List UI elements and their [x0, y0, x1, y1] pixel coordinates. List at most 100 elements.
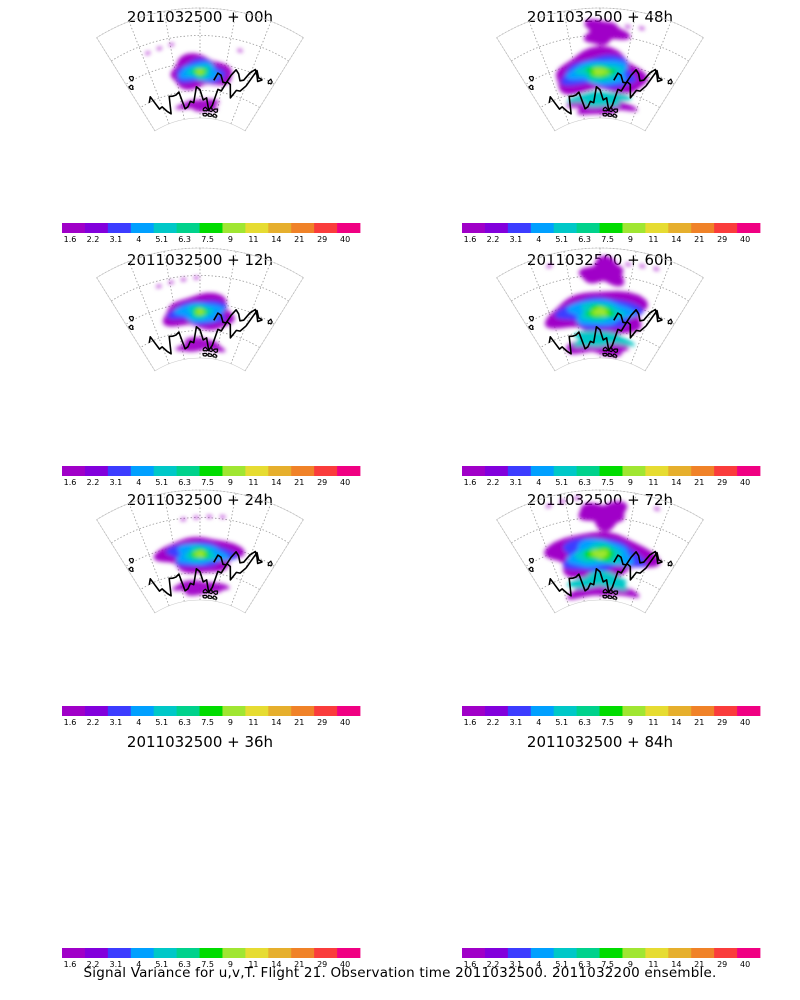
colorbar-swatch	[153, 223, 178, 233]
colorbar-swatch	[737, 948, 761, 958]
map-frame	[496, 7, 704, 132]
colorbar-swatch	[462, 948, 486, 958]
colorbar-label: 4	[136, 960, 141, 969]
colorbar-swatch	[245, 706, 269, 716]
colorbar-label: 11	[248, 718, 258, 727]
colorbar-swatch	[530, 223, 555, 233]
colorbar-swatch	[507, 706, 532, 716]
colorbar-label: 21	[694, 960, 704, 969]
colorbar: 1.6 2.2 3.1 4 5.1 6.3 7.5 9 11 14 21 29 40	[62, 706, 361, 727]
coastlines	[528, 308, 673, 358]
colorbar-label: 11	[248, 235, 258, 244]
coastlines	[128, 550, 273, 600]
colorbar-label: 3.1	[510, 718, 523, 727]
colorbar-label: 14	[271, 235, 281, 244]
colorbar-label: 40	[740, 235, 750, 244]
variance-contour	[180, 517, 187, 521]
variance-contour	[559, 500, 566, 504]
colorbar-label: 9	[628, 718, 633, 727]
colorbar-swatch	[314, 223, 338, 233]
coastlines	[528, 550, 673, 600]
colorbar-swatch	[622, 948, 646, 958]
colorbar-swatch	[84, 706, 109, 716]
colorbar-label: 11	[248, 960, 258, 969]
colorbar-swatch	[462, 466, 486, 476]
colorbar-swatch	[530, 466, 555, 476]
colorbar-swatch	[622, 223, 646, 233]
colorbar-label: 1.6	[64, 960, 77, 969]
panel-title: 2011032500 + 00h	[127, 8, 273, 26]
colorbar-label: 21	[294, 718, 304, 727]
colorbar-swatch	[245, 223, 269, 233]
colorbar-swatch	[599, 948, 623, 958]
variance-contour	[578, 255, 625, 287]
colorbar: 1.6 2.2 3.1 4 5.1 6.3 7.5 9 11 14 21 29 40	[462, 948, 761, 969]
colorbar-swatch	[107, 223, 132, 233]
colorbar-swatch	[462, 223, 486, 233]
colorbar-swatch	[691, 706, 715, 716]
colorbar-swatch	[576, 466, 600, 476]
colorbar-swatch	[245, 948, 269, 958]
colorbar-label: 3.1	[110, 235, 123, 244]
colorbar-swatch	[645, 466, 669, 476]
colorbar-swatch	[691, 223, 715, 233]
colorbar-label: 7.5	[601, 960, 614, 969]
colorbar-swatch	[668, 223, 692, 233]
colorbar-swatch	[62, 948, 86, 958]
colorbar: 1.6 2.2 3.1 4 5.1 6.3 7.5 9 11 14 21 29 40	[462, 706, 761, 727]
colorbar-label: 6.3	[178, 718, 191, 727]
colorbar-label: 5.1	[155, 235, 168, 244]
colorbar-swatch	[130, 466, 155, 476]
variance-contour	[195, 69, 205, 75]
panel-title: 2011032500 + 72h	[527, 491, 673, 509]
colorbar: 1.6 2.2 3.1 4 5.1 6.3 7.5 9 11 14 21 29 40	[62, 223, 361, 244]
colorbar-swatch	[62, 466, 86, 476]
panel-title: 2011032500 + 84h	[527, 733, 673, 751]
map-frame	[96, 7, 304, 132]
colorbar-swatch	[268, 223, 292, 233]
colorbar-label: 6.3	[578, 718, 591, 727]
variance-contour	[545, 504, 552, 508]
colorbar-label: 40	[740, 478, 750, 487]
colorbar-label: 11	[648, 235, 658, 244]
colorbar-label: 1.6	[464, 235, 477, 244]
map-frame	[496, 247, 704, 372]
colorbar-swatch	[291, 706, 315, 716]
variance-contour	[653, 507, 660, 511]
variance-contour	[625, 25, 631, 29]
colorbar-swatch	[668, 706, 692, 716]
colorbar-swatch	[199, 706, 223, 716]
colorbar-label: 21	[694, 478, 704, 487]
colorbar-label: 1.6	[64, 478, 77, 487]
variance-contour	[219, 515, 226, 519]
colorbar-label: 9	[228, 718, 233, 727]
colorbar-swatch	[484, 948, 509, 958]
colorbar-swatch	[107, 706, 132, 716]
variance-contour	[145, 51, 151, 55]
variance-field	[543, 496, 661, 600]
variance-contour	[157, 47, 163, 50]
colorbar-label: 14	[671, 478, 681, 487]
colorbar-swatch	[291, 948, 315, 958]
variance-contour	[592, 67, 610, 76]
variance-contour	[172, 580, 230, 596]
colorbar-label: 1.6	[464, 718, 477, 727]
colorbar-swatch	[714, 223, 738, 233]
colorbar-swatch	[245, 466, 269, 476]
variance-contour	[639, 264, 646, 268]
colorbar-label: 29	[717, 960, 727, 969]
colorbar-swatch	[576, 706, 600, 716]
colorbar-swatch	[484, 706, 509, 716]
colorbar-label: 2.2	[87, 478, 100, 487]
colorbar-swatch	[222, 706, 246, 716]
colorbar-label: 29	[317, 478, 327, 487]
colorbar: 1.6 2.2 3.1 4 5.1 6.3 7.5 9 11 14 21 29 40	[462, 466, 761, 487]
map-panel: 2011032500 + 72h 1.6 2.2 3.1 4 5.1 6.3 7.5 9 11 14…	[462, 247, 761, 727]
variance-contour	[638, 26, 645, 30]
colorbar-label: 1.6	[464, 478, 477, 487]
colorbar-label: 3.1	[510, 478, 523, 487]
variance-contour	[625, 262, 632, 266]
variance-field	[556, 19, 648, 115]
colorbar-label: 21	[294, 235, 304, 244]
variance-contour	[653, 267, 660, 271]
